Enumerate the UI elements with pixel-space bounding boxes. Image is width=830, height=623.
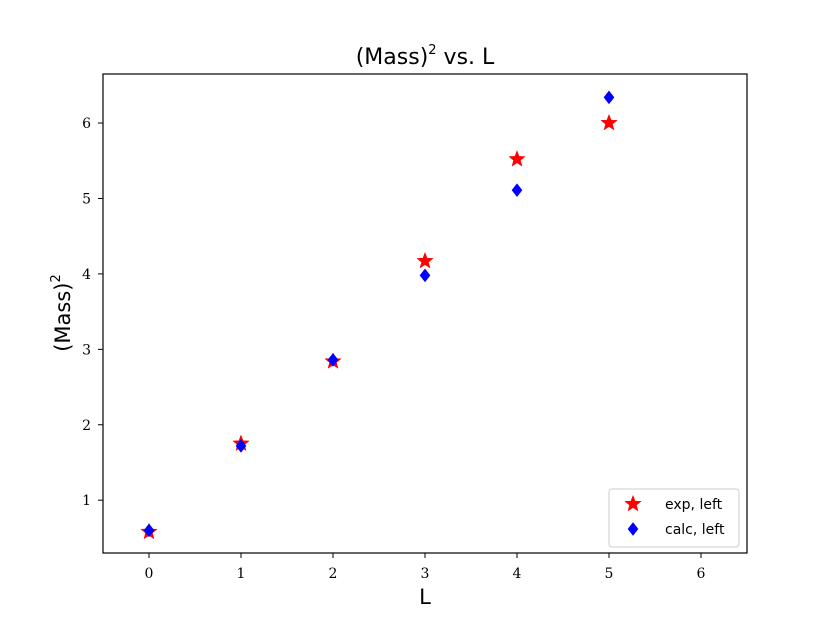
x-axis-label: L [419,585,431,609]
y-axis-label-main: (Mass) [51,283,75,352]
data-point-star [600,113,618,131]
x-tick-label: 3 [421,566,430,582]
x-tick-label: 4 [513,566,522,582]
legend-box [608,488,740,548]
data-point-diamond [419,268,431,283]
y-axis-label: (Mass)2 [49,274,75,352]
y-axis: 1 2 3 4 5 6 [82,116,103,509]
x-tick-label: 1 [237,566,246,582]
data-point-star [416,251,434,269]
chart-title-main: (Mass) [356,45,429,70]
legend-marker-star [624,494,642,512]
y-tick-label: 2 [82,418,91,434]
legend-label: calc, left [665,522,725,538]
y-tick-label: 4 [82,267,91,283]
chart-title-tail: vs. L [437,45,495,70]
legend: exp, left calc, left [608,488,740,548]
data-point-diamond [327,352,339,367]
data-point-star [508,150,526,167]
data-point-diamond [143,523,155,538]
y-tick-label: 3 [82,342,91,358]
data-point-diamond [511,183,523,198]
y-tick-label: 6 [82,116,91,132]
chart-title-sup: 2 [428,43,436,58]
data-markers [140,90,618,540]
data-point-diamond [603,90,615,105]
x-axis: 0 1 2 3 4 5 6 [145,553,706,582]
legend-marker-diamond [627,522,639,536]
x-tick-label: 2 [329,566,338,582]
x-tick-label: 6 [697,566,706,582]
series-calc [143,90,615,538]
x-tick-label: 0 [145,566,154,582]
chart-title: (Mass)2 vs. L [356,43,495,70]
legend-label: exp, left [665,497,723,513]
data-point-diamond [235,438,247,453]
y-axis-label-sup: 2 [49,274,64,282]
y-tick-label: 5 [82,191,91,207]
x-tick-label: 5 [605,566,614,582]
y-tick-label: 1 [82,493,91,509]
